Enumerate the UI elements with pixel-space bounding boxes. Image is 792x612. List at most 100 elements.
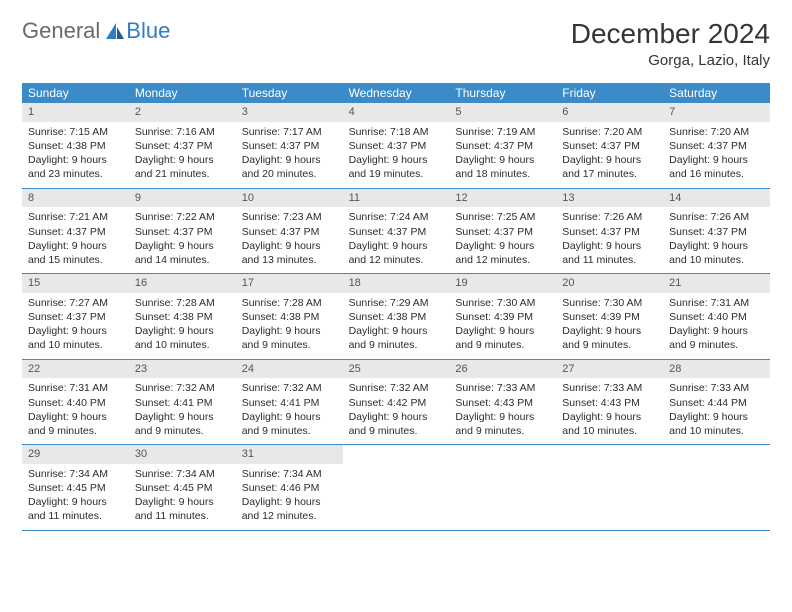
sunrise-text: Sunrise: 7:24 AM [349, 210, 444, 224]
day-number: 17 [236, 274, 343, 293]
sunset-text: Sunset: 4:39 PM [455, 310, 550, 324]
day-body: Sunrise: 7:33 AMSunset: 4:43 PMDaylight:… [556, 378, 663, 444]
day-cell: 10Sunrise: 7:23 AMSunset: 4:37 PMDayligh… [236, 189, 343, 274]
daylight-text: Daylight: 9 hours and 19 minutes. [349, 153, 444, 181]
day-number: 22 [22, 360, 129, 379]
sunset-text: Sunset: 4:45 PM [135, 481, 230, 495]
sunrise-text: Sunrise: 7:33 AM [669, 381, 764, 395]
brand-word-2: Blue [126, 18, 170, 44]
day-cell: 26Sunrise: 7:33 AMSunset: 4:43 PMDayligh… [449, 360, 556, 445]
sunrise-text: Sunrise: 7:26 AM [562, 210, 657, 224]
sunrise-text: Sunrise: 7:25 AM [455, 210, 550, 224]
sunrise-text: Sunrise: 7:19 AM [455, 125, 550, 139]
weekday-header: Wednesday [343, 83, 450, 103]
empty-cell [449, 445, 556, 530]
daylight-text: Daylight: 9 hours and 15 minutes. [28, 239, 123, 267]
daylight-text: Daylight: 9 hours and 9 minutes. [135, 410, 230, 438]
header: General Blue December 2024 Gorga, Lazio,… [22, 18, 770, 69]
daylight-text: Daylight: 9 hours and 9 minutes. [28, 410, 123, 438]
sunset-text: Sunset: 4:37 PM [28, 225, 123, 239]
day-body: Sunrise: 7:32 AMSunset: 4:41 PMDaylight:… [236, 378, 343, 444]
daylight-text: Daylight: 9 hours and 10 minutes. [135, 324, 230, 352]
calendar-page: General Blue December 2024 Gorga, Lazio,… [0, 0, 792, 549]
day-body: Sunrise: 7:21 AMSunset: 4:37 PMDaylight:… [22, 207, 129, 273]
day-number: 28 [663, 360, 770, 379]
day-cell: 28Sunrise: 7:33 AMSunset: 4:44 PMDayligh… [663, 360, 770, 445]
day-number: 10 [236, 189, 343, 208]
sunset-text: Sunset: 4:37 PM [135, 139, 230, 153]
day-body: Sunrise: 7:26 AMSunset: 4:37 PMDaylight:… [556, 207, 663, 273]
day-number: 12 [449, 189, 556, 208]
day-body: Sunrise: 7:20 AMSunset: 4:37 PMDaylight:… [663, 122, 770, 188]
daylight-text: Daylight: 9 hours and 10 minutes. [669, 410, 764, 438]
sunrise-text: Sunrise: 7:32 AM [135, 381, 230, 395]
day-cell: 24Sunrise: 7:32 AMSunset: 4:41 PMDayligh… [236, 360, 343, 445]
sunset-text: Sunset: 4:39 PM [562, 310, 657, 324]
day-cell: 1Sunrise: 7:15 AMSunset: 4:38 PMDaylight… [22, 103, 129, 188]
sunrise-text: Sunrise: 7:29 AM [349, 296, 444, 310]
daylight-text: Daylight: 9 hours and 10 minutes. [669, 239, 764, 267]
daylight-text: Daylight: 9 hours and 12 minutes. [455, 239, 550, 267]
sunrise-text: Sunrise: 7:17 AM [242, 125, 337, 139]
daylight-text: Daylight: 9 hours and 9 minutes. [349, 410, 444, 438]
daylight-text: Daylight: 9 hours and 9 minutes. [242, 324, 337, 352]
sunset-text: Sunset: 4:37 PM [455, 139, 550, 153]
day-cell: 22Sunrise: 7:31 AMSunset: 4:40 PMDayligh… [22, 360, 129, 445]
day-body: Sunrise: 7:22 AMSunset: 4:37 PMDaylight:… [129, 207, 236, 273]
day-number: 13 [556, 189, 663, 208]
day-number: 25 [343, 360, 450, 379]
sunrise-text: Sunrise: 7:31 AM [669, 296, 764, 310]
daylight-text: Daylight: 9 hours and 9 minutes. [455, 324, 550, 352]
sunrise-text: Sunrise: 7:30 AM [562, 296, 657, 310]
daylight-text: Daylight: 9 hours and 10 minutes. [28, 324, 123, 352]
sunrise-text: Sunrise: 7:16 AM [135, 125, 230, 139]
week-row: 15Sunrise: 7:27 AMSunset: 4:37 PMDayligh… [22, 274, 770, 360]
sunset-text: Sunset: 4:37 PM [669, 139, 764, 153]
weekday-header: Tuesday [236, 83, 343, 103]
daylight-text: Daylight: 9 hours and 9 minutes. [669, 324, 764, 352]
weekday-header: Saturday [663, 83, 770, 103]
day-cell: 17Sunrise: 7:28 AMSunset: 4:38 PMDayligh… [236, 274, 343, 359]
day-body: Sunrise: 7:31 AMSunset: 4:40 PMDaylight:… [663, 293, 770, 359]
day-body: Sunrise: 7:31 AMSunset: 4:40 PMDaylight:… [22, 378, 129, 444]
empty-cell [343, 445, 450, 530]
sunset-text: Sunset: 4:43 PM [455, 396, 550, 410]
month-title: December 2024 [571, 18, 770, 50]
day-body: Sunrise: 7:19 AMSunset: 4:37 PMDaylight:… [449, 122, 556, 188]
day-number: 3 [236, 103, 343, 122]
day-cell: 29Sunrise: 7:34 AMSunset: 4:45 PMDayligh… [22, 445, 129, 530]
day-cell: 9Sunrise: 7:22 AMSunset: 4:37 PMDaylight… [129, 189, 236, 274]
day-number: 15 [22, 274, 129, 293]
sunset-text: Sunset: 4:37 PM [669, 225, 764, 239]
sunset-text: Sunset: 4:46 PM [242, 481, 337, 495]
daylight-text: Daylight: 9 hours and 13 minutes. [242, 239, 337, 267]
location-label: Gorga, Lazio, Italy [571, 52, 770, 69]
sunset-text: Sunset: 4:37 PM [242, 139, 337, 153]
sunrise-text: Sunrise: 7:27 AM [28, 296, 123, 310]
day-cell: 18Sunrise: 7:29 AMSunset: 4:38 PMDayligh… [343, 274, 450, 359]
day-cell: 30Sunrise: 7:34 AMSunset: 4:45 PMDayligh… [129, 445, 236, 530]
day-cell: 7Sunrise: 7:20 AMSunset: 4:37 PMDaylight… [663, 103, 770, 188]
day-body: Sunrise: 7:25 AMSunset: 4:37 PMDaylight:… [449, 207, 556, 273]
weekday-header-row: SundayMondayTuesdayWednesdayThursdayFrid… [22, 83, 770, 103]
empty-cell [663, 445, 770, 530]
day-body: Sunrise: 7:24 AMSunset: 4:37 PMDaylight:… [343, 207, 450, 273]
day-body: Sunrise: 7:33 AMSunset: 4:44 PMDaylight:… [663, 378, 770, 444]
day-cell: 25Sunrise: 7:32 AMSunset: 4:42 PMDayligh… [343, 360, 450, 445]
daylight-text: Daylight: 9 hours and 9 minutes. [455, 410, 550, 438]
day-body: Sunrise: 7:27 AMSunset: 4:37 PMDaylight:… [22, 293, 129, 359]
sunset-text: Sunset: 4:41 PM [135, 396, 230, 410]
sunset-text: Sunset: 4:37 PM [349, 139, 444, 153]
sunset-text: Sunset: 4:40 PM [669, 310, 764, 324]
empty-cell [556, 445, 663, 530]
day-number: 29 [22, 445, 129, 464]
sunrise-text: Sunrise: 7:21 AM [28, 210, 123, 224]
daylight-text: Daylight: 9 hours and 9 minutes. [242, 410, 337, 438]
sunrise-text: Sunrise: 7:34 AM [135, 467, 230, 481]
day-cell: 13Sunrise: 7:26 AMSunset: 4:37 PMDayligh… [556, 189, 663, 274]
sunrise-text: Sunrise: 7:30 AM [455, 296, 550, 310]
day-cell: 11Sunrise: 7:24 AMSunset: 4:37 PMDayligh… [343, 189, 450, 274]
day-number: 16 [129, 274, 236, 293]
day-number: 24 [236, 360, 343, 379]
day-cell: 8Sunrise: 7:21 AMSunset: 4:37 PMDaylight… [22, 189, 129, 274]
